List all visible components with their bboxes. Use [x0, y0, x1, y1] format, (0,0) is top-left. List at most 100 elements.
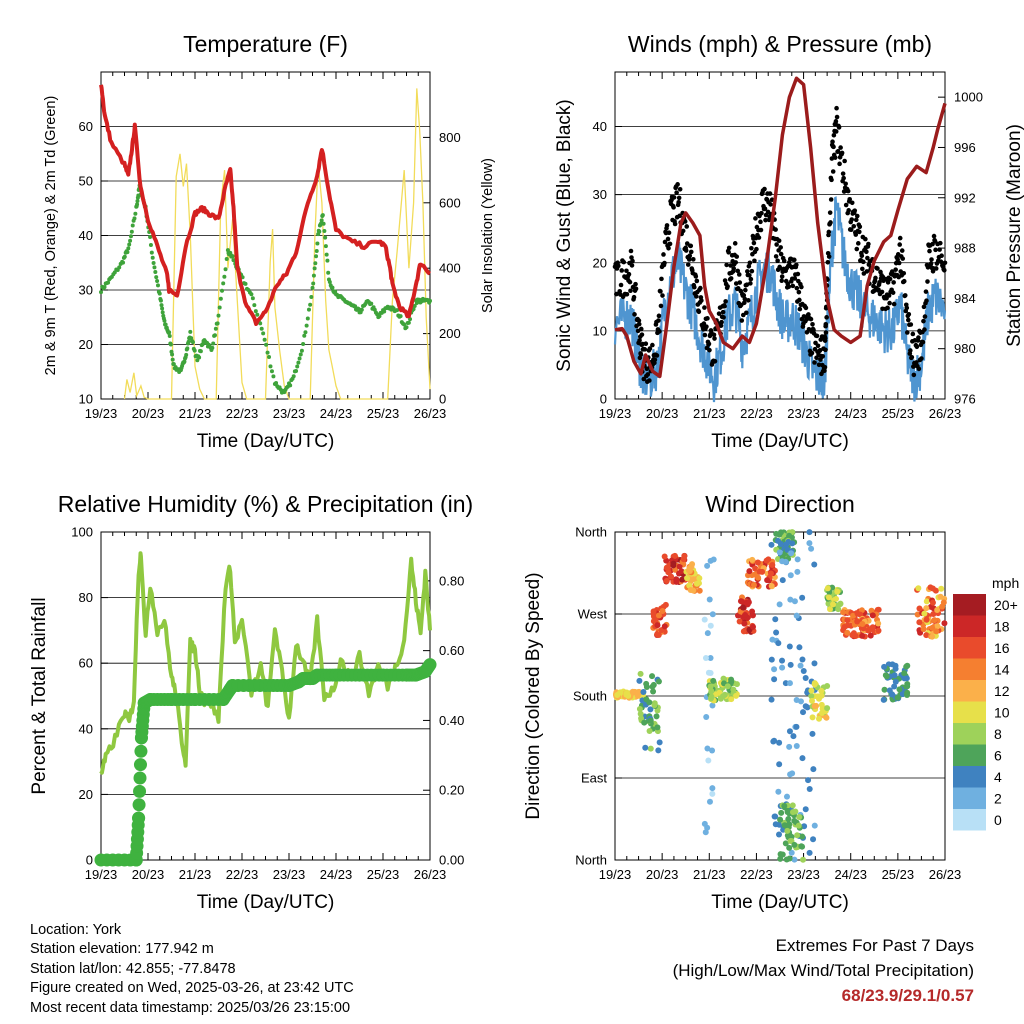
dewpoint-point — [153, 269, 158, 274]
wind-direction-point — [707, 695, 714, 702]
gust-point — [822, 335, 828, 341]
gust-point — [864, 269, 870, 274]
direction-y-axis-left: North East South West North — [573, 525, 622, 868]
winds-y-tick-label: 0 — [600, 392, 607, 407]
dewpoint-point — [377, 314, 382, 319]
winds-y-axis-left: 0 10 20 30 40 — [593, 119, 622, 407]
wind-direction-point — [693, 580, 700, 587]
dewpoint-point — [220, 288, 225, 293]
wind-direction-point — [809, 730, 816, 737]
wind-direction-point — [652, 617, 659, 624]
dewpoint-point — [327, 279, 332, 284]
dewpoint-point — [294, 369, 299, 374]
gust-point — [933, 247, 938, 253]
gust-point — [690, 257, 696, 262]
wind-direction-point — [614, 692, 621, 699]
dewpoint-point — [148, 242, 153, 247]
wind-direction-point — [655, 747, 662, 754]
wind-direction-point — [707, 557, 714, 564]
temperature-y-tick-label: 10 — [79, 392, 93, 407]
wind-direction-point — [808, 697, 815, 704]
wind-direction-point — [790, 733, 797, 740]
gust-point — [905, 317, 911, 323]
dewpoint-point — [160, 310, 165, 315]
wind-direction-point — [808, 687, 815, 694]
gust-point — [839, 150, 845, 156]
wind-direction-point — [647, 706, 654, 713]
wind-direction-point — [709, 747, 716, 754]
wind-direction-point — [837, 601, 844, 608]
wind-direction-point — [806, 540, 813, 547]
gust-point — [728, 276, 734, 281]
gust-point — [937, 240, 943, 246]
wind-direction-point — [749, 556, 756, 563]
temperature-y2-tick-label: 600 — [439, 195, 461, 210]
wind-direction-point — [656, 739, 663, 746]
direction-title: Wind Direction — [705, 491, 855, 517]
extremes-title: Extremes For Past 7 Days — [775, 936, 974, 955]
humidity-x-tick-label: 22/23 — [226, 867, 259, 882]
wind-direction-point — [733, 692, 740, 699]
dewpoint-point — [159, 303, 164, 308]
gust-point — [845, 188, 851, 194]
wind-direction-point — [776, 739, 783, 746]
gust-point — [794, 262, 799, 268]
temperature-x-axis-label: Time (Day/UTC) — [197, 431, 335, 452]
wind-direction-point — [704, 745, 711, 752]
gust-point — [833, 119, 839, 124]
gust-point — [762, 186, 767, 192]
gust-point — [734, 254, 740, 259]
wind-direction-point — [772, 616, 779, 623]
gust-point — [643, 341, 649, 346]
dewpoint-point — [148, 235, 153, 240]
gust-point — [822, 364, 828, 370]
wind-direction-point — [811, 703, 818, 710]
gust-point — [630, 258, 635, 264]
direction-x-tick-label: 23/23 — [787, 867, 820, 882]
gust-series — [612, 105, 948, 385]
dewpoint-point — [259, 326, 264, 331]
temperature-x-tick-label: 20/23 — [132, 406, 165, 421]
humidity-y-tick-label: 0 — [86, 853, 93, 868]
gust-point — [866, 241, 871, 247]
humidity-title: Relative Humidity (%) & Precipitation (i… — [58, 491, 473, 517]
direction-x-tick-label: 26/23 — [929, 867, 962, 882]
wind-direction-point — [929, 633, 936, 640]
gust-point — [812, 360, 817, 365]
gust-point — [628, 248, 634, 254]
wind-direction-point — [881, 686, 888, 693]
dewpoint-point — [125, 250, 130, 255]
gust-point — [642, 347, 648, 352]
dewpoint-point — [160, 306, 165, 311]
wind-direction-point — [789, 802, 796, 809]
dewpoint-point — [129, 229, 134, 234]
direction-y-tick-label: East — [581, 771, 607, 786]
gust-point — [931, 233, 937, 239]
gust-point — [676, 195, 682, 201]
dewpoint-point — [267, 355, 272, 360]
wind-direction-point — [689, 561, 696, 568]
dewpoint-point — [167, 330, 172, 335]
gust-point — [775, 258, 780, 264]
humidity-x-axis-label: Time (Day/UTC) — [197, 892, 335, 913]
temperature-y-axis-right: 0 200 400 600 800 — [423, 130, 461, 407]
wind-direction-point — [775, 788, 782, 795]
extremes-subtitle: (High/Low/Max Wind/Total Precipitation) — [672, 961, 974, 980]
humidity-y2-tick-label: 0.20 — [439, 783, 464, 798]
humidity-x-axis: 19/23 20/23 21/23 22/23 23/23 24/23 25/23 26/23 — [85, 532, 446, 882]
dewpoint-point — [297, 356, 302, 361]
dewpoint-point — [192, 348, 197, 353]
gust-point — [665, 236, 671, 242]
gust-point — [621, 259, 627, 265]
legend-label: 2 — [994, 790, 1002, 806]
wind-direction-point — [777, 816, 784, 823]
wind-direction-point — [788, 849, 795, 856]
dewpoint-point — [213, 326, 218, 331]
gust-point — [627, 279, 633, 285]
gust-point — [921, 304, 927, 310]
wind-direction-point — [750, 623, 757, 630]
wind-direction-point — [830, 601, 837, 608]
wind-direction-point — [709, 702, 716, 709]
gust-point — [721, 315, 726, 320]
gust-point — [693, 274, 699, 279]
